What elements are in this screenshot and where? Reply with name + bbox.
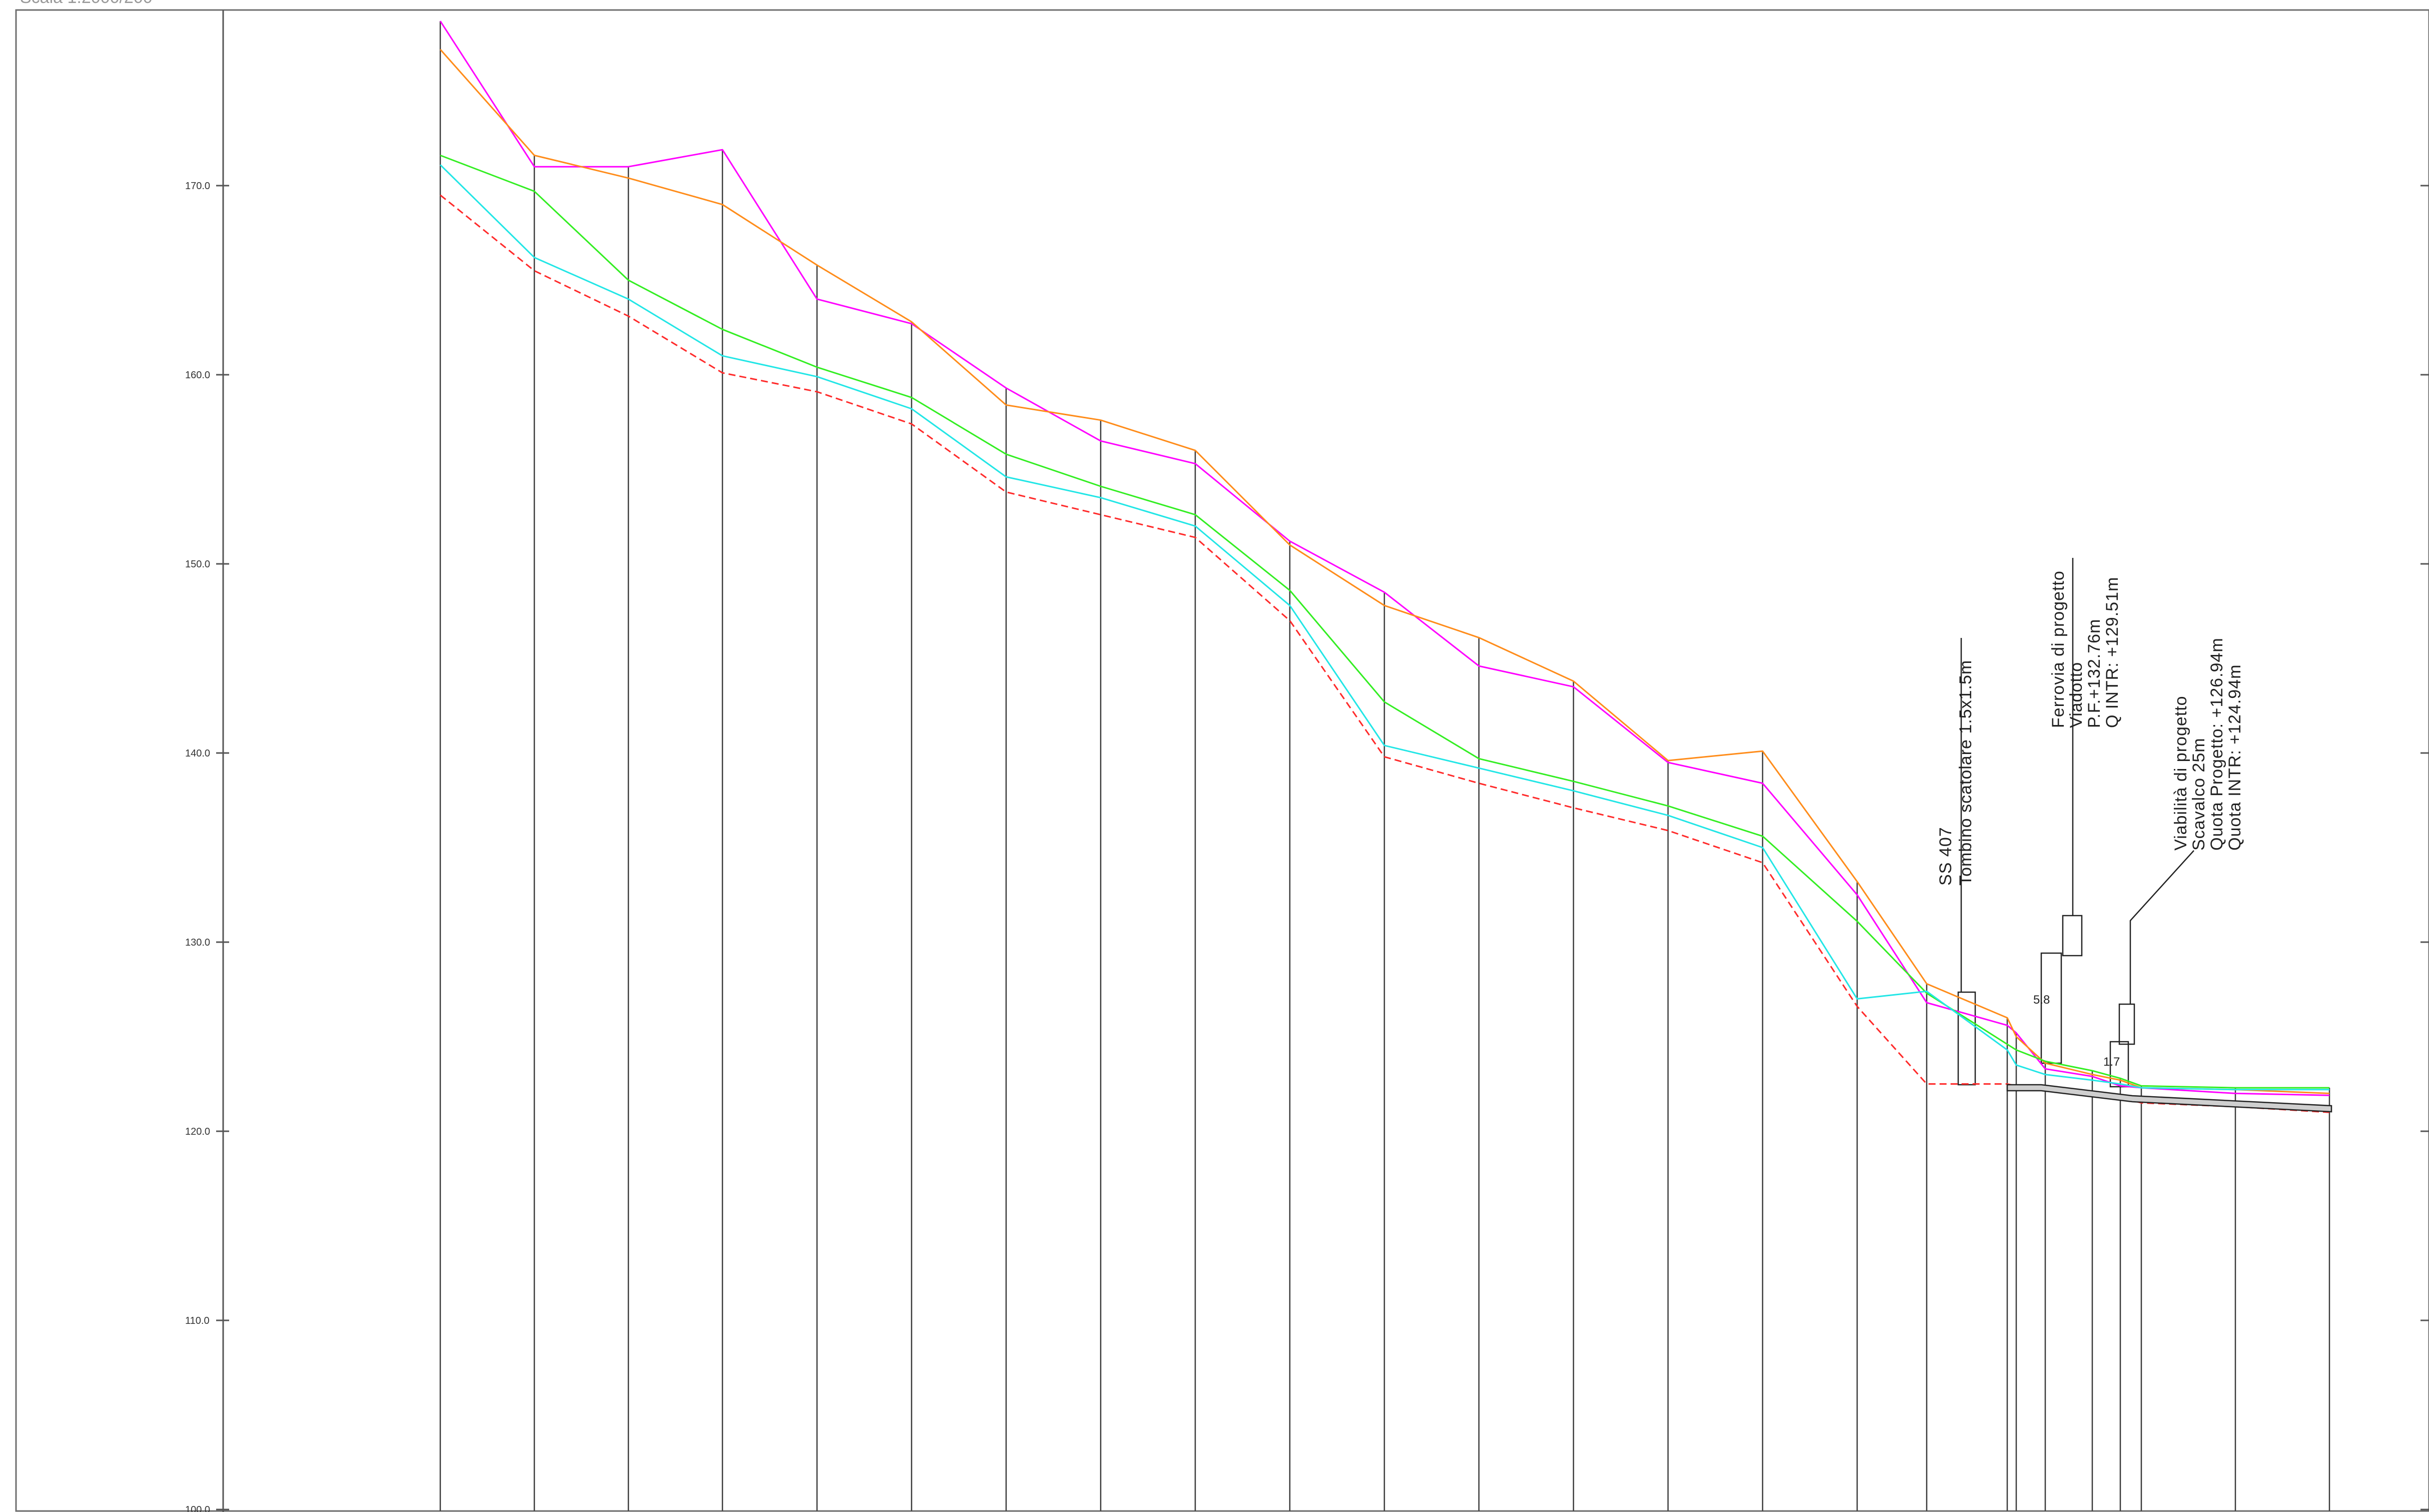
culvert-annotation: SS 407 Tombino scatolare 1.5x1.5m [1936,660,1975,886]
tick-label: 130.0 [185,937,210,948]
road-label-2: Scavalco 25m [2189,737,2208,851]
viaduct-deck [2063,916,2082,956]
overpass-dimension: 1.7 [2103,1055,2120,1069]
culvert-box [1958,992,1975,1085]
railway-label-2: Viadotto [2067,662,2086,728]
railway-label-1: Ferrovia di progetto [2049,570,2068,728]
road-label-4: Quota INTR: +124.94m [2225,664,2244,851]
tick-label: 120.0 [185,1126,210,1137]
road-label-3: Quota Progetto: +126.94m [2207,637,2226,851]
tick-label: 150.0 [185,559,210,570]
tick-label: 100.0 [185,1504,210,1512]
tick-label: 140.0 [185,748,210,759]
right-border-ticks [2420,186,2429,1509]
culvert-label-1: SS 407 [1936,827,1955,886]
railway-label-3: P.F.+132.76m [2085,619,2104,728]
overpass-leader [2130,851,2194,1004]
section-ordinates [440,21,2329,1511]
road-overpass: 1.7 [2103,851,2194,1087]
road-annotation: Viabilità di progetto Scavalco 25m Quota… [2171,637,2244,851]
culvert-label-2: Tombino scatolare 1.5x1.5m [1956,660,1975,886]
railway-annotation: Ferrovia di progetto Viadotto P.F.+132.7… [2049,570,2122,728]
drawing-frame [16,10,2429,1511]
scale-label: Scala 1:2000/200 [20,0,153,7]
road-label-1: Viabilità di progetto [2171,695,2190,851]
overpass-pier [2119,1004,2134,1044]
viaduct-dimension: 5.8 [2033,993,2050,1007]
railway-label-4: Q INTR: +129.51m [2103,577,2122,728]
tick-label: 110.0 [185,1315,210,1326]
tick-label: 170.0 [185,181,210,192]
viaduct-pier [2041,953,2061,1063]
tick-label: 160.0 [185,370,210,381]
